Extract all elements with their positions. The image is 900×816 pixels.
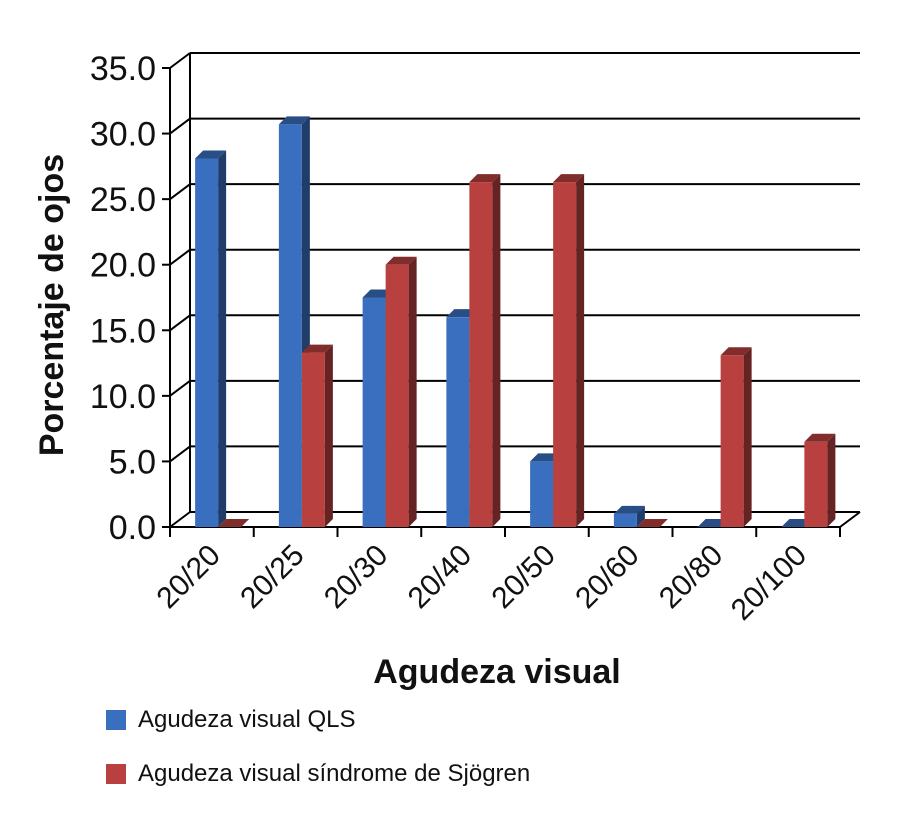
bar-side [827, 433, 836, 527]
bars [195, 116, 836, 528]
bar-side [576, 174, 585, 527]
legend-label-qls: Agudeza visual QLS [138, 706, 356, 733]
bar-side [218, 150, 227, 527]
legend-item-qls: Agudeza visual QLS [106, 704, 530, 736]
bar-side [408, 256, 417, 527]
y-tick-label: 5.0 [109, 443, 156, 481]
gridline-connector [169, 117, 191, 135]
bar [218, 519, 250, 527]
x-tick-label: 20/50 [485, 539, 561, 615]
bar [469, 174, 501, 527]
gridline-connector [169, 248, 191, 266]
bar-top [301, 344, 333, 353]
floor-edge [839, 511, 861, 528]
y-tick-label: 10.0 [90, 378, 156, 416]
gridline-connector [169, 314, 191, 332]
bar-front [278, 124, 302, 528]
bar-front [469, 182, 493, 527]
bar-front [446, 317, 470, 527]
bar [720, 347, 752, 527]
bar [613, 505, 645, 527]
x-tick-label: 20/40 [402, 539, 478, 615]
bar [301, 344, 333, 527]
bar-front [720, 355, 744, 527]
bar [553, 174, 585, 527]
legend: Agudeza visual QLS Agudeza visual síndro… [106, 704, 530, 812]
bar-front [530, 461, 554, 527]
gridline-connector [169, 183, 191, 200]
y-tick-label: 20.0 [90, 247, 156, 285]
y-tick-label: 0.0 [109, 509, 156, 547]
x-tick-label: 20/25 [234, 539, 310, 615]
bar [195, 150, 227, 527]
bar-front [553, 182, 577, 527]
bar-side [492, 174, 501, 527]
x-tick-label: 20/20 [150, 539, 226, 615]
legend-label-sjogren: Agudeza visual síndrome de Sjögren [138, 760, 531, 787]
x-axis-title: Agudeza visual [373, 653, 621, 691]
x-tick-label: 20/30 [318, 539, 394, 615]
x-tick-label: 20/60 [569, 539, 645, 615]
axes [162, 53, 861, 537]
bar-top [278, 116, 310, 125]
legend-swatch-sjogren [106, 764, 126, 784]
bar-top [720, 347, 752, 356]
y-tick-label: 25.0 [90, 181, 156, 219]
bar-side [324, 344, 333, 527]
bar-top [385, 256, 417, 265]
bar-top [469, 174, 501, 183]
y-tick-label: 15.0 [90, 312, 156, 350]
bar-front [301, 352, 325, 527]
bar-front [804, 441, 828, 527]
y-axis-title: Porcentaje de ojos [33, 154, 71, 456]
x-tick-label: 20/80 [653, 539, 729, 615]
bar-side [636, 505, 645, 527]
legend-item-sjogren: Agudeza visual síndrome de Sjögren [106, 758, 530, 790]
bar-front [385, 264, 409, 527]
y-tick-label: 35.0 [90, 50, 156, 88]
bar-top [553, 174, 585, 183]
bar-top [195, 150, 227, 159]
gridline-connector [169, 52, 191, 69]
x-tick-label: 20/100 [725, 539, 813, 627]
bar-top [613, 505, 645, 514]
bar [804, 433, 836, 527]
y-tick-label: 30.0 [90, 116, 156, 154]
bar-top [804, 433, 836, 442]
legend-swatch-qls [106, 710, 126, 730]
bar-top [636, 519, 668, 527]
bar [636, 519, 668, 527]
bar-front [613, 513, 637, 527]
bar-side [743, 347, 752, 527]
gridline-connector [169, 380, 191, 397]
grid-lines [169, 52, 860, 528]
bar-top [218, 519, 250, 527]
bar-front [195, 158, 219, 527]
gridline-connector [169, 445, 191, 463]
bar-front [362, 297, 386, 527]
bar [385, 256, 417, 527]
gridline-connector [169, 511, 191, 528]
